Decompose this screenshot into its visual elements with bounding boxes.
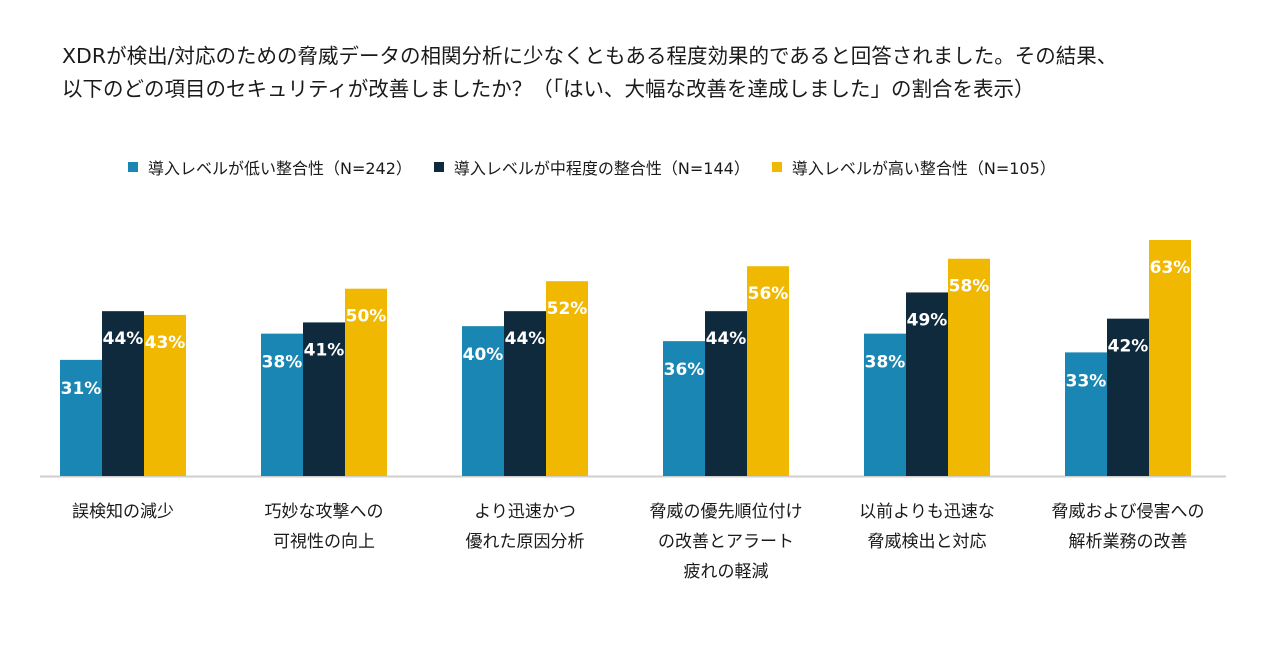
- category-label-1-line-0: 巧妙な攻撃への: [264, 502, 384, 522]
- category-label-5-line-1: 解析業務の改善: [1068, 532, 1188, 552]
- data-label-medium-4: 49%: [907, 310, 948, 330]
- bar-high-4: [948, 258, 990, 476]
- chart-title: XDRが検出/対応のための脅威データの相関分析に少なくともある程度効果的であると…: [62, 40, 1242, 106]
- data-label-medium-2: 44%: [505, 329, 546, 349]
- data-label-medium-0: 44%: [103, 329, 144, 349]
- bar-low-3: [663, 341, 705, 476]
- category-label-4: 以前よりも迅速な 脅威検出と対応: [817, 497, 1037, 557]
- bar-high-3: [747, 266, 789, 476]
- bar-medium-2: [504, 311, 546, 476]
- category-label-3-line-2: 疲れの軽減: [683, 562, 769, 582]
- bar-low-0: [60, 359, 102, 476]
- legend-swatch-high: [771, 162, 782, 172]
- bar-medium-5: [1107, 318, 1149, 476]
- category-label-3-line-0: 脅威の優先順位付け: [649, 502, 803, 522]
- category-label-2-line-0: より迅速かつ: [474, 502, 576, 522]
- data-label-low-5: 33%: [1066, 371, 1107, 391]
- bar-medium-4: [906, 292, 948, 476]
- data-label-low-3: 36%: [664, 360, 705, 380]
- legend-swatch-medium: [433, 162, 444, 172]
- bar-high-5: [1149, 240, 1191, 476]
- legend-label-high: 導入レベルが高い整合性（N=105）: [791, 159, 1056, 178]
- data-label-medium-5: 42%: [1108, 337, 1149, 357]
- data-label-low-1: 38%: [262, 353, 303, 373]
- bar-low-1: [261, 333, 303, 476]
- category-label-2-line-1: 優れた原因分析: [465, 532, 585, 552]
- bar-low-2: [462, 326, 504, 476]
- bar-low-4: [864, 333, 906, 476]
- data-label-high-5: 63%: [1150, 258, 1191, 278]
- bar-high-0: [144, 314, 186, 476]
- category-label-0-line-0: 誤検知の減少: [72, 502, 174, 522]
- legend-label-medium: 導入レベルが中程度の整合性（N=144）: [453, 159, 750, 178]
- legend-item-high: 導入レベルが高い整合性（N=105）: [771, 155, 1056, 179]
- bar-low-5: [1065, 352, 1107, 476]
- category-label-4-line-1: 脅威検出と対応: [867, 532, 987, 552]
- chart-legend: 導入レベルが低い整合性（N=242） 導入レベルが中程度の整合性（N=144） …: [128, 154, 1078, 180]
- legend-item-low: 導入レベルが低い整合性（N=242）: [128, 155, 412, 179]
- data-label-high-2: 52%: [547, 299, 588, 319]
- data-label-high-4: 58%: [949, 277, 990, 297]
- chart-title-line-2: 以下のどの項目のセキュリティが改善しましたか？（「はい、大幅な改善を達成しました…: [62, 77, 1035, 101]
- data-label-low-0: 31%: [61, 379, 102, 399]
- category-label-4-line-0: 以前よりも迅速な: [859, 502, 995, 522]
- data-label-low-4: 38%: [865, 353, 906, 373]
- data-label-low-2: 40%: [463, 345, 504, 365]
- data-label-high-1: 50%: [346, 307, 387, 327]
- legend-label-low: 導入レベルが低い整合性（N=242）: [148, 159, 412, 178]
- legend-swatch-low: [128, 162, 138, 172]
- chart-title-line-1: XDRが検出/対応のための脅威データの相関分析に少なくともある程度効果的であると…: [62, 44, 1118, 68]
- bar-high-1: [345, 288, 387, 476]
- bar-medium-1: [303, 322, 345, 476]
- data-label-medium-3: 44%: [706, 329, 747, 349]
- bar-medium-0: [102, 311, 144, 476]
- legend-item-medium: 導入レベルが中程度の整合性（N=144）: [433, 155, 750, 179]
- category-label-2: より迅速かつ 優れた原因分析: [415, 497, 635, 557]
- category-label-1-line-1: 可視性の向上: [273, 532, 375, 552]
- category-label-3: 脅威の優先順位付け の改善とアラート 疲れの軽減: [616, 497, 836, 587]
- category-label-1: 巧妙な攻撃への 可視性の向上: [214, 497, 434, 557]
- category-label-0: 誤検知の減少: [13, 497, 233, 527]
- bar-high-2: [546, 281, 588, 476]
- data-label-high-3: 56%: [748, 284, 789, 304]
- category-label-3-line-1: の改善とアラート: [658, 532, 794, 552]
- bar-medium-3: [705, 311, 747, 476]
- category-label-5-line-0: 脅威および侵害への: [1051, 502, 1205, 522]
- category-label-5: 脅威および侵害への 解析業務の改善: [1018, 497, 1238, 557]
- data-label-medium-1: 41%: [304, 340, 345, 360]
- data-label-high-0: 43%: [145, 333, 186, 353]
